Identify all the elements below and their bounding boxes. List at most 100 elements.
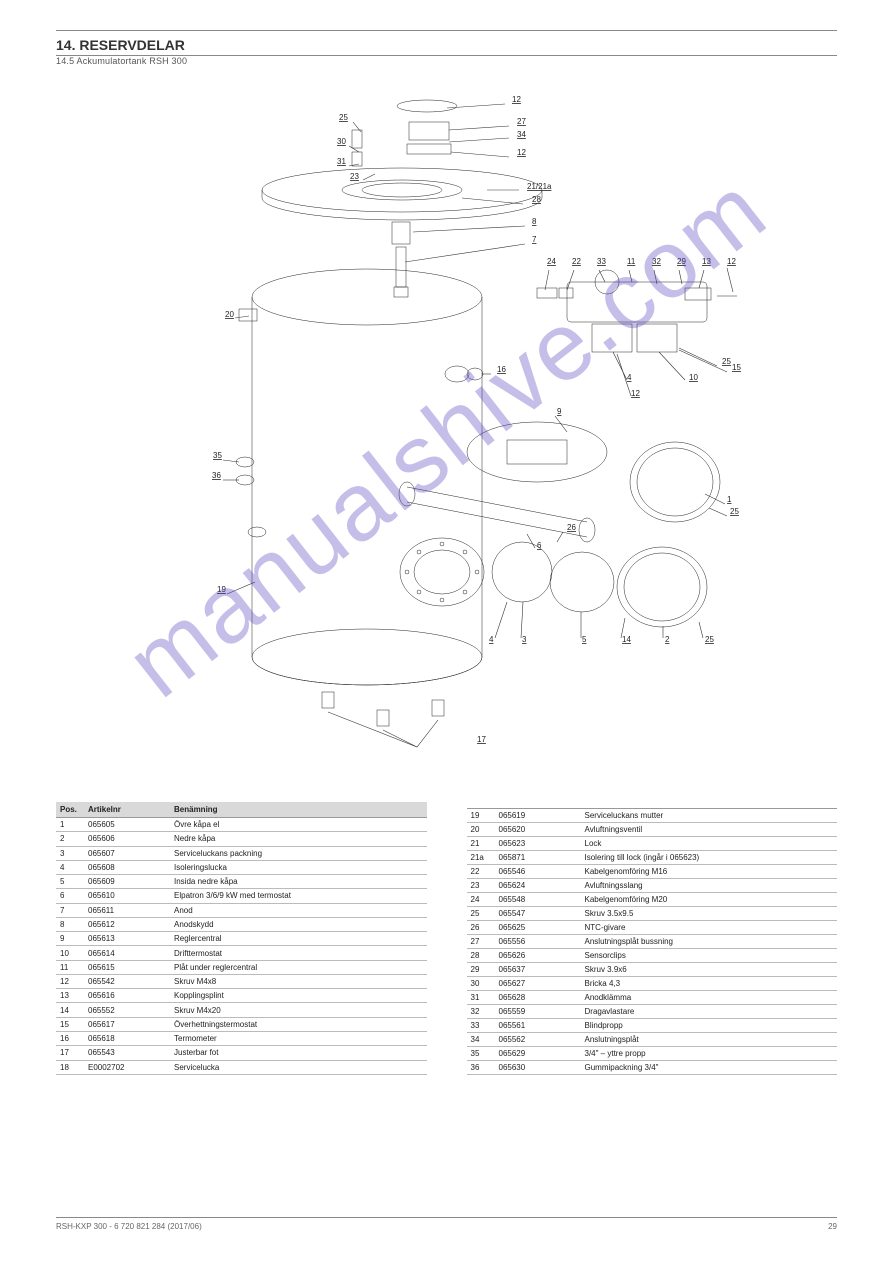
- cell-name: Anod: [170, 903, 427, 917]
- cell-pos: 27: [467, 935, 495, 949]
- cell-name: Termometer: [170, 1031, 427, 1045]
- callout-label: 11: [627, 257, 636, 266]
- callout-label: 12: [512, 95, 521, 104]
- callout-label: 14: [622, 635, 631, 644]
- table-row: 14065552Skruv M4x20: [56, 1003, 427, 1017]
- cell-pos: 8: [56, 917, 84, 931]
- cell-pos: 29: [467, 963, 495, 977]
- cell-name: Insida nedre kåpa: [170, 875, 427, 889]
- cell-pos: 30: [467, 977, 495, 991]
- table-row: 17065543Justerbar fot: [56, 1046, 427, 1060]
- cell-name: Anodskydd: [170, 917, 427, 931]
- cell-code: 065617: [84, 1017, 170, 1031]
- cell-name: Lock: [581, 837, 838, 851]
- cell-name: 3/4" – yttre propp: [581, 1047, 838, 1061]
- table-row: 32065559Dragavlastare: [467, 1005, 838, 1019]
- page-subtitle: 14.5 Ackumulatortank RSH 300: [56, 56, 837, 66]
- callout-label: 26: [567, 523, 576, 532]
- cell-code: 065546: [495, 865, 581, 879]
- cell-name: Avluftningsslang: [581, 879, 838, 893]
- table-row: 29065637Skruv 3.9x6: [467, 963, 838, 977]
- table-row: 15065617Överhettningstermostat: [56, 1017, 427, 1031]
- callout-label: 21/21a: [527, 182, 552, 191]
- cell-pos: 17: [56, 1046, 84, 1060]
- cell-pos: 15: [56, 1017, 84, 1031]
- cell-name: Bricka 4,3: [581, 977, 838, 991]
- cell-name: NTC-givare: [581, 921, 838, 935]
- cell-code: 065612: [84, 917, 170, 931]
- cell-pos: 2: [56, 832, 84, 846]
- col-pos: Pos.: [56, 802, 84, 818]
- cell-pos: 9: [56, 932, 84, 946]
- cell-name: Justerbar fot: [170, 1046, 427, 1060]
- table-row: 7065611Anod: [56, 903, 427, 917]
- cell-code: 065611: [84, 903, 170, 917]
- cell-name: Kabelgenomföring M20: [581, 893, 838, 907]
- table-row: 21a065871Isolering till lock (ingår i 06…: [467, 851, 838, 865]
- cell-code: 065620: [495, 823, 581, 837]
- cell-pos: 31: [467, 991, 495, 1005]
- table-row: 4065608Isoleringslucka: [56, 860, 427, 874]
- cell-code: 065547: [495, 907, 581, 921]
- col-benamning: Benämning: [170, 802, 427, 818]
- callout-label: 34: [517, 130, 526, 139]
- callout-label: 29: [677, 257, 686, 266]
- cell-pos: 18: [56, 1060, 84, 1074]
- cell-pos: 24: [467, 893, 495, 907]
- table-row: 6065610Elpatron 3/6/9 kW med termostat: [56, 889, 427, 903]
- cell-pos: 4: [56, 860, 84, 874]
- callout-label: 25: [722, 357, 731, 366]
- callout-label: 23: [350, 172, 359, 181]
- cell-name: Isolering till lock (ingår i 065623): [581, 851, 838, 865]
- table-row: 13065616Kopplingsplint: [56, 989, 427, 1003]
- footer-right: 29: [828, 1222, 837, 1231]
- cell-name: Anslutningsplåt bussning: [581, 935, 838, 949]
- cell-name: Överhettningstermostat: [170, 1017, 427, 1031]
- cell-pos: 16: [56, 1031, 84, 1045]
- callout-label: 25: [730, 507, 739, 516]
- table-row: 12065542Skruv M4x8: [56, 974, 427, 988]
- cell-name: Serviceluckans packning: [170, 846, 427, 860]
- cell-code: 065614: [84, 946, 170, 960]
- table-row: 16065618Termometer: [56, 1031, 427, 1045]
- table-row: 31065628Anodklämma: [467, 991, 838, 1005]
- cell-pos: 25: [467, 907, 495, 921]
- table-row: 10065614Drifttermostat: [56, 946, 427, 960]
- diagram-svg: 1225273430311221/21a28238724223311322913…: [127, 82, 767, 792]
- cell-code: 065618: [84, 1031, 170, 1045]
- parts-table-left: Pos. Artikelnr Benämning 1065605Övre kåp…: [56, 802, 427, 1075]
- cell-code: 065871: [495, 851, 581, 865]
- callout-label: 6: [537, 541, 542, 550]
- table-row: 350656293/4" – yttre propp: [467, 1047, 838, 1061]
- cell-name: Avluftningsventil: [581, 823, 838, 837]
- callout-label: 13: [702, 257, 711, 266]
- callout-label: 17: [477, 735, 486, 744]
- cell-pos: 7: [56, 903, 84, 917]
- cell-code: 065624: [495, 879, 581, 893]
- cell-pos: 12: [56, 974, 84, 988]
- table-row: 11065615Plåt under reglercentral: [56, 960, 427, 974]
- table-row: 27065556Anslutningsplåt bussning: [467, 935, 838, 949]
- cell-code: 065627: [495, 977, 581, 991]
- cell-code: 065559: [495, 1005, 581, 1019]
- table-row: 24065548Kabelgenomföring M20: [467, 893, 838, 907]
- table-row: 28065626Sensorclips: [467, 949, 838, 963]
- callout-label: 4: [489, 635, 494, 644]
- cell-name: Servicelucka: [170, 1060, 427, 1074]
- callout-label: 25: [705, 635, 714, 644]
- table-row: 9065613Reglercentral: [56, 932, 427, 946]
- cell-pos: 20: [467, 823, 495, 837]
- cell-code: 065609: [84, 875, 170, 889]
- callout-label: 1: [727, 495, 732, 504]
- table-row: 1065605Övre kåpa el: [56, 818, 427, 832]
- callout-label: 25: [339, 113, 348, 122]
- exploded-diagram: 1225273430311221/21a28238724223311322913…: [127, 82, 767, 792]
- cell-name: Skruv M4x8: [170, 974, 427, 988]
- header: 14. RESERVDELAR 14.5 Ackumulatortank RSH…: [56, 31, 837, 68]
- cell-name: Drifttermostat: [170, 946, 427, 960]
- cell-pos: 13: [56, 989, 84, 1003]
- table-row: 34065562Anslutningsplåt: [467, 1033, 838, 1047]
- cell-code: 065623: [495, 837, 581, 851]
- cell-name: Dragavlastare: [581, 1005, 838, 1019]
- callout-label: 20: [225, 310, 234, 319]
